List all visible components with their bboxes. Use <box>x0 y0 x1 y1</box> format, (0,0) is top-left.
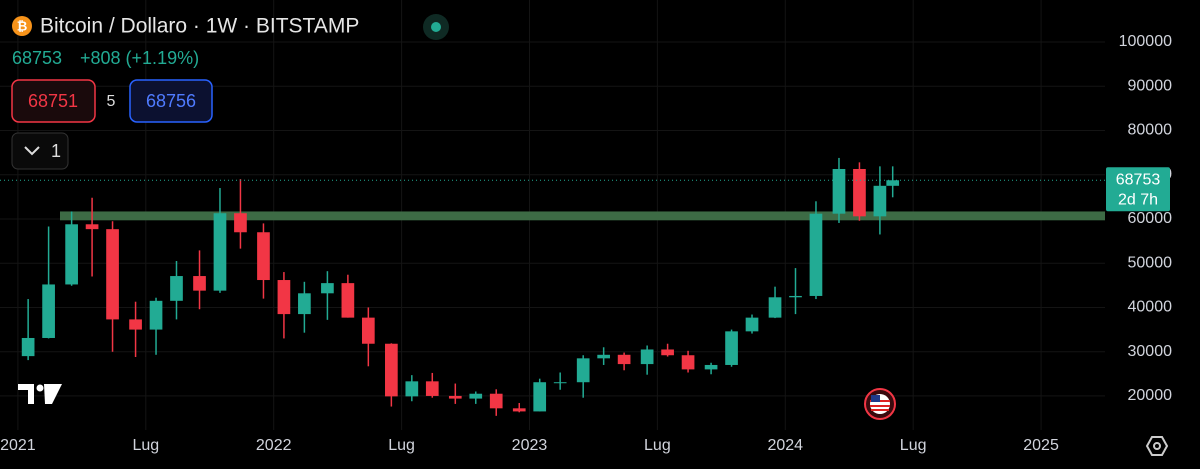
candle-body <box>725 331 738 365</box>
x-tick-label: Lug <box>132 437 159 454</box>
x-tick-label: 2025 <box>1023 437 1059 454</box>
header: ₿ Bitcoin / Dollaro · 1W · BITSTAMP 6875… <box>11 14 449 170</box>
candle-body <box>789 295 802 298</box>
candle-body <box>257 232 270 281</box>
candle-body <box>768 297 782 318</box>
logo-part <box>36 384 44 392</box>
candle-body <box>640 349 654 365</box>
hex-center <box>1153 442 1161 450</box>
change: +808 (+1.19%) <box>80 48 199 68</box>
y-tick-label: 60000 <box>1128 210 1173 227</box>
candle-body <box>597 354 611 359</box>
candle-body <box>193 276 206 291</box>
y-tick-label: 90000 <box>1128 77 1173 94</box>
candle-body <box>129 319 142 330</box>
indicators-toggle[interactable] <box>11 132 69 170</box>
y-tick-label: 50000 <box>1128 254 1173 271</box>
indicator-count[interactable]: 1 <box>51 141 61 161</box>
event-icon[interactable] <box>864 388 896 420</box>
candle-body <box>745 317 759 332</box>
candle-body <box>553 382 567 384</box>
symbol: Bitcoin / Dollaro · 1W · BITSTAMP <box>40 15 359 38</box>
x-tick-label: 2024 <box>767 437 803 454</box>
candle-body <box>886 180 900 186</box>
candle-body <box>489 393 503 409</box>
candle-body <box>21 337 35 357</box>
x-tick-label: Lug <box>900 437 927 454</box>
candle-body <box>576 358 590 383</box>
chevron <box>24 146 40 156</box>
logo-part <box>44 384 62 404</box>
x-tick-label: 2021 <box>0 437 36 454</box>
ask[interactable]: 68756 <box>146 91 196 111</box>
candle-body <box>405 381 419 397</box>
sell-button[interactable] <box>11 79 96 123</box>
tv-logo <box>18 384 62 404</box>
candle-body <box>361 317 375 344</box>
y-tick-label: 80000 <box>1128 122 1173 139</box>
candle-body <box>65 224 78 285</box>
candle-body <box>106 229 119 320</box>
bid[interactable]: 68751 <box>28 91 78 111</box>
candle-body <box>873 185 887 217</box>
candle-body <box>533 382 547 412</box>
x-tick-label: Lug <box>644 437 671 454</box>
btc-icon-glyph: ₿ <box>17 18 28 33</box>
x-tick-label: Lug <box>388 437 415 454</box>
candle-body <box>42 284 55 338</box>
settings-icon[interactable] <box>1145 436 1169 456</box>
last-price-box <box>1106 167 1170 212</box>
candle-body <box>170 276 183 301</box>
candle-body <box>681 355 695 370</box>
candle-body <box>853 168 866 217</box>
candle-body <box>617 354 631 365</box>
plot <box>0 0 1105 430</box>
last-price-label: 68753 <box>1116 171 1161 188</box>
candle-body <box>213 213 227 291</box>
hexagon[interactable] <box>1145 436 1169 456</box>
candle-body <box>512 408 526 412</box>
y-tick-label: 20000 <box>1128 387 1173 404</box>
candle-body <box>277 280 291 315</box>
x-tick-label: 2022 <box>256 437 292 454</box>
candle-body <box>385 343 398 397</box>
zone <box>60 211 1105 221</box>
candle-body <box>661 349 674 356</box>
candle-body <box>425 381 439 396</box>
logo-part <box>18 384 34 404</box>
candle-body <box>85 224 99 230</box>
spread: 5 <box>107 93 116 110</box>
candle-body <box>298 293 311 315</box>
flag-canton <box>871 395 880 402</box>
candle-body <box>809 213 823 296</box>
countdown: 2d 7h <box>1118 191 1158 208</box>
candle-body <box>341 283 355 318</box>
candle-body <box>321 283 334 294</box>
candle-body <box>234 213 247 233</box>
y-tick-label: 100000 <box>1119 33 1172 50</box>
buy-button[interactable] <box>129 79 213 123</box>
y-tick-label: 40000 <box>1128 299 1173 316</box>
y-tick-label: 30000 <box>1128 343 1173 360</box>
last-price: 68753 <box>12 48 62 68</box>
candle-body <box>704 364 718 370</box>
candle-body <box>832 168 846 214</box>
status-dot <box>431 22 441 32</box>
x-tick-label: 2023 <box>512 437 548 454</box>
candle-body <box>149 300 163 330</box>
btc-icon <box>12 16 32 36</box>
candle-body <box>469 393 483 399</box>
candle-body <box>448 395 462 399</box>
